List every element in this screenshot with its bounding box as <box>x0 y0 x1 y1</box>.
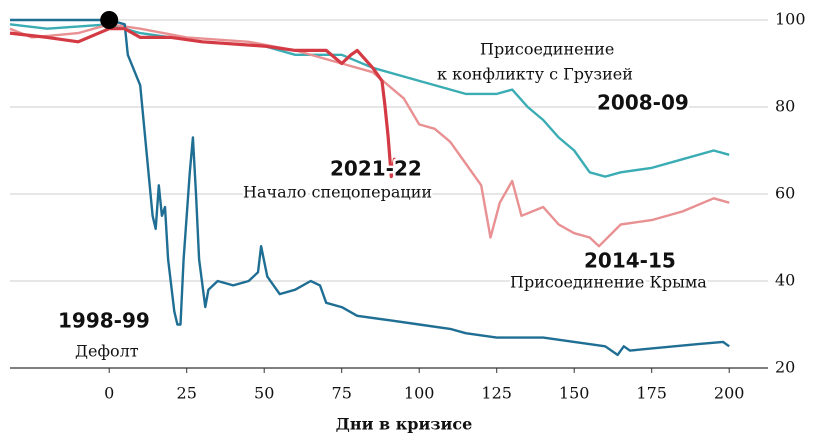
y-tick-label: 100 <box>775 10 806 29</box>
x-tick-label: 125 <box>481 384 512 403</box>
series-line <box>9 23 730 248</box>
annotation: к конфликту с Грузией <box>437 65 633 84</box>
x-tick-label: 150 <box>559 384 590 403</box>
annotation: Дефолт <box>75 342 139 361</box>
y-tick-label: 20 <box>775 358 795 377</box>
y-tick-label: 80 <box>775 97 795 116</box>
x-tick-label: 175 <box>636 384 667 403</box>
x-tick-label: 100 <box>404 384 435 403</box>
crisis-start-marker <box>100 11 119 29</box>
annotation: Присоединение <box>480 40 614 59</box>
x-axis-label: Дни в кризисе <box>336 415 473 434</box>
x-tick-label: 50 <box>254 384 274 403</box>
series-line <box>9 27 399 179</box>
x-tick-label: 25 <box>177 384 197 403</box>
series-label: 2014-15 <box>584 249 676 273</box>
x-tick-label: 0 <box>104 384 114 403</box>
x-tick-label: 75 <box>332 384 352 403</box>
series-label: 2008-09 <box>597 91 689 115</box>
series-line <box>10 18 730 357</box>
series-label: 2021-22 <box>330 157 422 181</box>
y-tick-label: 40 <box>775 271 795 290</box>
y-tick-label: 60 <box>775 184 795 203</box>
series-label: 1998-99 <box>58 309 150 333</box>
annotation: Начало спецоперации <box>243 183 432 202</box>
x-tick-label: 200 <box>714 384 745 403</box>
annotation: Присоединение Крыма <box>510 273 707 292</box>
